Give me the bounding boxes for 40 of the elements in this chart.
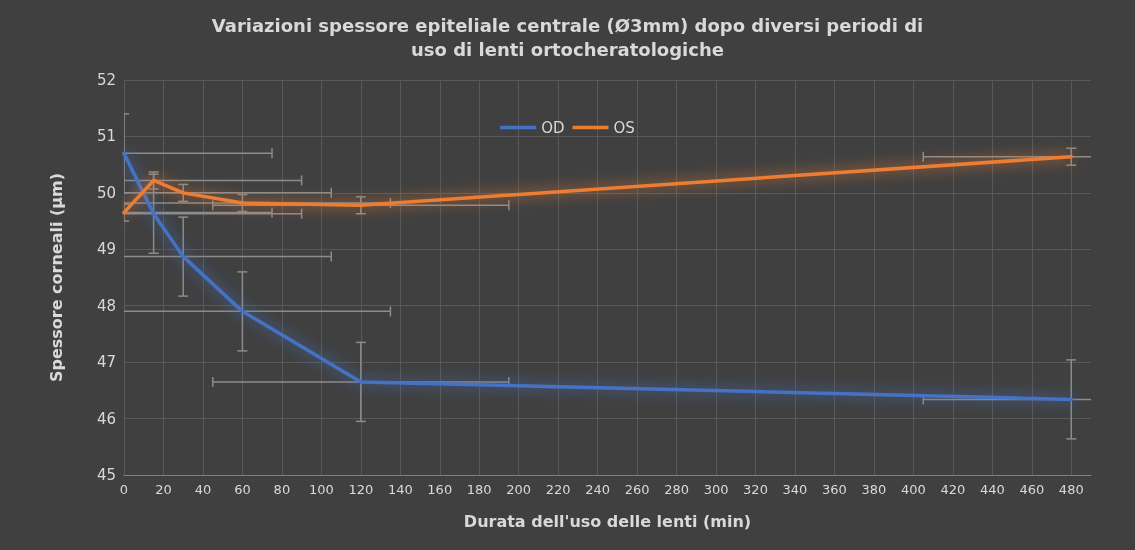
x-tick-label: 140 (387, 482, 413, 497)
x-tick-label: 460 (1019, 482, 1045, 497)
line-series (122, 154, 1074, 215)
x-axis-title: Durata dell'uso delle lenti (min) (463, 511, 752, 531)
x-tick-label: 60 (234, 482, 251, 497)
x-tick-label: 200 (506, 482, 532, 497)
line-series (122, 151, 1074, 402)
x-tick-label: 480 (1058, 482, 1084, 497)
x-tick-label: 360 (822, 482, 847, 497)
x-tick-label: 320 (743, 482, 768, 497)
y-tick-label: 48 (96, 296, 116, 315)
x-tick-label: 280 (664, 482, 689, 497)
y-tick-label: 51 (96, 127, 116, 146)
x-tick-label: 180 (466, 482, 492, 497)
x-tick-label: 40 (194, 482, 212, 497)
legend-label: OS (613, 118, 635, 137)
x-tick-label: 300 (703, 482, 729, 497)
x-tick-label: 100 (308, 482, 334, 497)
x-tick-label: 220 (545, 482, 571, 497)
x-tick-label: 120 (348, 482, 374, 497)
chart-title: Variazioni spessore epiteliale centrale (Ø3mm) dopo diversi periodi di uso di lenti ortocheratologiche (211, 14, 924, 60)
x-tick-label: 400 (900, 482, 926, 497)
legend-label: OD (541, 118, 565, 137)
x-tick-label: 160 (427, 482, 453, 497)
x-tick-label: 260 (624, 482, 650, 497)
y-tick-label: 52 (96, 71, 116, 89)
y-tick-label: 50 (96, 183, 116, 202)
x-tick-label: 80 (273, 482, 291, 497)
x-tick-label: 380 (861, 482, 887, 497)
y-axis-title: Spessore corneali (µm) (46, 172, 66, 383)
x-tick-label: 0 (119, 482, 129, 497)
y-tick-label: 46 (96, 409, 116, 428)
x-tick-label: 20 (155, 482, 172, 497)
x-tick-label: 240 (585, 482, 611, 497)
y-tick-label: 47 (96, 353, 116, 372)
x-tick-label: 420 (940, 482, 966, 497)
x-tick-label: 340 (782, 482, 808, 497)
y-tick-label: 49 (96, 240, 116, 259)
x-tick-label: 440 (979, 482, 1005, 497)
y-tick-label: 45 (96, 466, 116, 484)
